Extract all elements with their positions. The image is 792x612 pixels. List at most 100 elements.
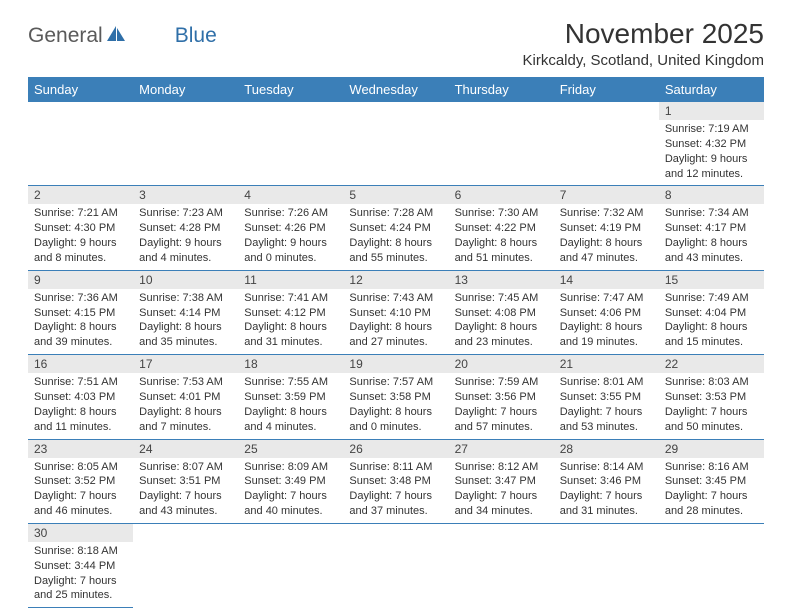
day-header-row: Sunday Monday Tuesday Wednesday Thursday… bbox=[28, 77, 764, 102]
calendar-cell: 20Sunrise: 7:59 AMSunset: 3:56 PMDayligh… bbox=[449, 355, 554, 439]
day-number: 19 bbox=[343, 355, 448, 373]
calendar-row: 30Sunrise: 8:18 AMSunset: 3:44 PMDayligh… bbox=[28, 523, 764, 607]
logo-text-blue: Blue bbox=[175, 24, 217, 48]
daylight-text: Daylight: 8 hours and 11 minutes. bbox=[34, 405, 127, 435]
sunset-text: Sunset: 4:32 PM bbox=[665, 137, 758, 152]
day-header: Sunday bbox=[28, 77, 133, 102]
day-content: Sunrise: 7:41 AMSunset: 4:12 PMDaylight:… bbox=[238, 289, 343, 354]
sunset-text: Sunset: 3:59 PM bbox=[244, 390, 337, 405]
day-number: 18 bbox=[238, 355, 343, 373]
sunrise-text: Sunrise: 7:32 AM bbox=[560, 206, 653, 221]
month-title: November 2025 bbox=[522, 18, 764, 50]
sunrise-text: Sunrise: 7:19 AM bbox=[665, 122, 758, 137]
calendar-cell bbox=[343, 523, 448, 607]
daylight-text: Daylight: 7 hours and 46 minutes. bbox=[34, 489, 127, 519]
sunrise-text: Sunrise: 8:18 AM bbox=[34, 544, 127, 559]
day-number: 25 bbox=[238, 440, 343, 458]
day-number: 8 bbox=[659, 186, 764, 204]
sunrise-text: Sunrise: 8:07 AM bbox=[139, 460, 232, 475]
daylight-text: Daylight: 8 hours and 19 minutes. bbox=[560, 320, 653, 350]
daylight-text: Daylight: 7 hours and 34 minutes. bbox=[455, 489, 548, 519]
day-number: 5 bbox=[343, 186, 448, 204]
day-content: Sunrise: 7:53 AMSunset: 4:01 PMDaylight:… bbox=[133, 373, 238, 438]
day-content: Sunrise: 7:57 AMSunset: 3:58 PMDaylight:… bbox=[343, 373, 448, 438]
daylight-text: Daylight: 8 hours and 4 minutes. bbox=[244, 405, 337, 435]
sunset-text: Sunset: 3:52 PM bbox=[34, 474, 127, 489]
sunset-text: Sunset: 4:12 PM bbox=[244, 306, 337, 321]
day-number: 6 bbox=[449, 186, 554, 204]
sunset-text: Sunset: 3:45 PM bbox=[665, 474, 758, 489]
day-content: Sunrise: 8:14 AMSunset: 3:46 PMDaylight:… bbox=[554, 458, 659, 523]
sunrise-text: Sunrise: 7:34 AM bbox=[665, 206, 758, 221]
calendar-cell: 6Sunrise: 7:30 AMSunset: 4:22 PMDaylight… bbox=[449, 186, 554, 270]
day-content: Sunrise: 7:19 AMSunset: 4:32 PMDaylight:… bbox=[659, 120, 764, 185]
sunset-text: Sunset: 3:44 PM bbox=[34, 559, 127, 574]
sunset-text: Sunset: 4:01 PM bbox=[139, 390, 232, 405]
sunset-text: Sunset: 4:26 PM bbox=[244, 221, 337, 236]
calendar-cell: 11Sunrise: 7:41 AMSunset: 4:12 PMDayligh… bbox=[238, 270, 343, 354]
day-number: 28 bbox=[554, 440, 659, 458]
day-number: 10 bbox=[133, 271, 238, 289]
day-content: Sunrise: 8:03 AMSunset: 3:53 PMDaylight:… bbox=[659, 373, 764, 438]
day-number: 12 bbox=[343, 271, 448, 289]
location-text: Kirkcaldy, Scotland, United Kingdom bbox=[522, 52, 764, 69]
day-number: 3 bbox=[133, 186, 238, 204]
day-content: Sunrise: 8:12 AMSunset: 3:47 PMDaylight:… bbox=[449, 458, 554, 523]
day-content: Sunrise: 7:43 AMSunset: 4:10 PMDaylight:… bbox=[343, 289, 448, 354]
calendar-cell: 26Sunrise: 8:11 AMSunset: 3:48 PMDayligh… bbox=[343, 439, 448, 523]
sunset-text: Sunset: 4:15 PM bbox=[34, 306, 127, 321]
daylight-text: Daylight: 8 hours and 31 minutes. bbox=[244, 320, 337, 350]
day-number: 16 bbox=[28, 355, 133, 373]
day-content: Sunrise: 7:55 AMSunset: 3:59 PMDaylight:… bbox=[238, 373, 343, 438]
daylight-text: Daylight: 9 hours and 8 minutes. bbox=[34, 236, 127, 266]
sunset-text: Sunset: 3:53 PM bbox=[665, 390, 758, 405]
day-content: Sunrise: 7:59 AMSunset: 3:56 PMDaylight:… bbox=[449, 373, 554, 438]
day-number: 13 bbox=[449, 271, 554, 289]
sunset-text: Sunset: 4:08 PM bbox=[455, 306, 548, 321]
sunset-text: Sunset: 4:28 PM bbox=[139, 221, 232, 236]
day-content: Sunrise: 7:30 AMSunset: 4:22 PMDaylight:… bbox=[449, 204, 554, 269]
sunrise-text: Sunrise: 7:26 AM bbox=[244, 206, 337, 221]
daylight-text: Daylight: 7 hours and 53 minutes. bbox=[560, 405, 653, 435]
calendar-row: 2Sunrise: 7:21 AMSunset: 4:30 PMDaylight… bbox=[28, 186, 764, 270]
day-content: Sunrise: 8:18 AMSunset: 3:44 PMDaylight:… bbox=[28, 542, 133, 607]
calendar-cell: 27Sunrise: 8:12 AMSunset: 3:47 PMDayligh… bbox=[449, 439, 554, 523]
day-number: 7 bbox=[554, 186, 659, 204]
daylight-text: Daylight: 8 hours and 55 minutes. bbox=[349, 236, 442, 266]
day-content: Sunrise: 7:45 AMSunset: 4:08 PMDaylight:… bbox=[449, 289, 554, 354]
sunrise-text: Sunrise: 7:59 AM bbox=[455, 375, 548, 390]
calendar-cell: 15Sunrise: 7:49 AMSunset: 4:04 PMDayligh… bbox=[659, 270, 764, 354]
calendar-cell: 28Sunrise: 8:14 AMSunset: 3:46 PMDayligh… bbox=[554, 439, 659, 523]
sunrise-text: Sunrise: 7:51 AM bbox=[34, 375, 127, 390]
day-header: Friday bbox=[554, 77, 659, 102]
calendar-cell: 7Sunrise: 7:32 AMSunset: 4:19 PMDaylight… bbox=[554, 186, 659, 270]
logo: General Blue bbox=[28, 24, 217, 48]
calendar-cell: 21Sunrise: 8:01 AMSunset: 3:55 PMDayligh… bbox=[554, 355, 659, 439]
header: General Blue November 2025 Kirkcaldy, Sc… bbox=[28, 18, 764, 69]
calendar-cell: 13Sunrise: 7:45 AMSunset: 4:08 PMDayligh… bbox=[449, 270, 554, 354]
day-header: Thursday bbox=[449, 77, 554, 102]
sunrise-text: Sunrise: 7:45 AM bbox=[455, 291, 548, 306]
daylight-text: Daylight: 8 hours and 23 minutes. bbox=[455, 320, 548, 350]
sunset-text: Sunset: 4:03 PM bbox=[34, 390, 127, 405]
sunrise-text: Sunrise: 7:41 AM bbox=[244, 291, 337, 306]
day-number: 26 bbox=[343, 440, 448, 458]
day-number: 15 bbox=[659, 271, 764, 289]
daylight-text: Daylight: 7 hours and 43 minutes. bbox=[139, 489, 232, 519]
sunrise-text: Sunrise: 7:23 AM bbox=[139, 206, 232, 221]
day-number: 14 bbox=[554, 271, 659, 289]
calendar-cell: 22Sunrise: 8:03 AMSunset: 3:53 PMDayligh… bbox=[659, 355, 764, 439]
sunset-text: Sunset: 3:49 PM bbox=[244, 474, 337, 489]
calendar-cell bbox=[343, 102, 448, 186]
day-content: Sunrise: 7:36 AMSunset: 4:15 PMDaylight:… bbox=[28, 289, 133, 354]
day-number: 24 bbox=[133, 440, 238, 458]
calendar-cell: 1Sunrise: 7:19 AMSunset: 4:32 PMDaylight… bbox=[659, 102, 764, 186]
sunrise-text: Sunrise: 7:30 AM bbox=[455, 206, 548, 221]
calendar-cell: 14Sunrise: 7:47 AMSunset: 4:06 PMDayligh… bbox=[554, 270, 659, 354]
day-number: 20 bbox=[449, 355, 554, 373]
sunrise-text: Sunrise: 8:09 AM bbox=[244, 460, 337, 475]
day-number: 30 bbox=[28, 524, 133, 542]
day-content: Sunrise: 7:49 AMSunset: 4:04 PMDaylight:… bbox=[659, 289, 764, 354]
calendar-cell: 2Sunrise: 7:21 AMSunset: 4:30 PMDaylight… bbox=[28, 186, 133, 270]
sunset-text: Sunset: 3:55 PM bbox=[560, 390, 653, 405]
